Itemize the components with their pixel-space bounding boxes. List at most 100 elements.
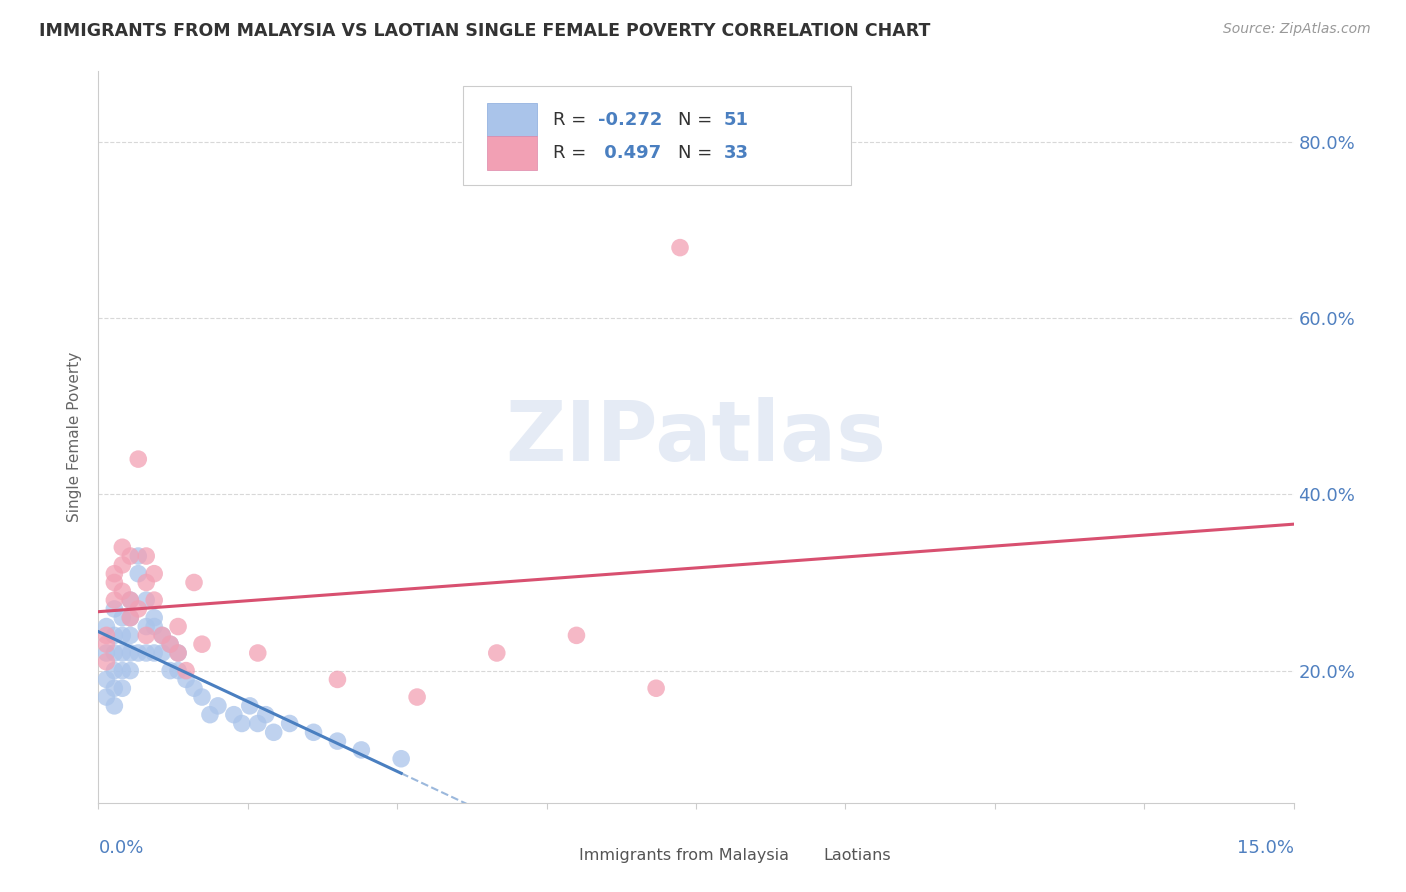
- Point: [350, 743, 373, 757]
- Text: 0.0%: 0.0%: [98, 839, 143, 857]
- Point: [96, 646, 118, 660]
- Point: [96, 619, 118, 633]
- FancyBboxPatch shape: [463, 86, 852, 185]
- Point: [111, 540, 134, 554]
- Text: 51: 51: [724, 111, 748, 128]
- Point: [207, 698, 229, 713]
- Point: [111, 558, 134, 572]
- Point: [167, 619, 190, 633]
- Point: [120, 664, 142, 678]
- Point: [135, 593, 157, 607]
- Point: [135, 628, 157, 642]
- Point: [191, 690, 214, 704]
- Point: [143, 646, 166, 660]
- Y-axis label: Single Female Poverty: Single Female Poverty: [67, 352, 83, 522]
- Point: [103, 566, 125, 581]
- Point: [96, 628, 118, 642]
- Point: [326, 673, 349, 687]
- Point: [111, 664, 134, 678]
- Point: [96, 637, 118, 651]
- Point: [191, 637, 214, 651]
- Point: [96, 673, 118, 687]
- Point: [127, 452, 149, 467]
- Text: Laotians: Laotians: [824, 848, 891, 863]
- Text: ZIPatlas: ZIPatlas: [506, 397, 886, 477]
- Point: [111, 628, 134, 642]
- Text: R =: R =: [553, 111, 592, 128]
- Point: [159, 637, 181, 651]
- Point: [669, 241, 692, 255]
- Point: [183, 575, 205, 590]
- Point: [326, 734, 349, 748]
- Point: [96, 655, 118, 669]
- Point: [135, 575, 157, 590]
- Point: [143, 611, 166, 625]
- Point: [103, 698, 125, 713]
- Point: [127, 646, 149, 660]
- Point: [120, 628, 142, 642]
- Point: [150, 628, 173, 642]
- Text: N =: N =: [678, 111, 718, 128]
- Text: 33: 33: [724, 145, 748, 162]
- Point: [485, 646, 508, 660]
- Point: [159, 664, 181, 678]
- Point: [389, 752, 412, 766]
- Point: [239, 698, 262, 713]
- Point: [103, 593, 125, 607]
- FancyBboxPatch shape: [772, 842, 818, 869]
- Point: [645, 681, 668, 696]
- Point: [103, 575, 125, 590]
- Point: [135, 549, 157, 563]
- FancyBboxPatch shape: [486, 103, 537, 136]
- Point: [111, 584, 134, 599]
- Point: [183, 681, 205, 696]
- Text: -0.272: -0.272: [598, 111, 662, 128]
- Point: [159, 637, 181, 651]
- Point: [120, 611, 142, 625]
- Point: [167, 646, 190, 660]
- Point: [246, 716, 269, 731]
- Point: [111, 646, 134, 660]
- Point: [120, 549, 142, 563]
- Point: [143, 593, 166, 607]
- Point: [406, 690, 429, 704]
- Text: 15.0%: 15.0%: [1236, 839, 1294, 857]
- Point: [127, 602, 149, 616]
- Point: [96, 690, 118, 704]
- Point: [135, 619, 157, 633]
- Point: [120, 646, 142, 660]
- Point: [120, 593, 142, 607]
- Text: R =: R =: [553, 145, 592, 162]
- Point: [278, 716, 301, 731]
- Point: [143, 619, 166, 633]
- FancyBboxPatch shape: [486, 136, 537, 170]
- Point: [111, 611, 134, 625]
- Point: [167, 646, 190, 660]
- Point: [127, 549, 149, 563]
- Point: [143, 566, 166, 581]
- Point: [174, 673, 197, 687]
- Point: [111, 681, 134, 696]
- Point: [103, 628, 125, 642]
- Point: [246, 646, 269, 660]
- Point: [103, 681, 125, 696]
- Point: [254, 707, 277, 722]
- Point: [302, 725, 325, 739]
- Point: [120, 593, 142, 607]
- Point: [167, 664, 190, 678]
- Point: [198, 707, 221, 722]
- Point: [120, 611, 142, 625]
- Point: [263, 725, 285, 739]
- Point: [127, 566, 149, 581]
- Point: [565, 628, 588, 642]
- Text: IMMIGRANTS FROM MALAYSIA VS LAOTIAN SINGLE FEMALE POVERTY CORRELATION CHART: IMMIGRANTS FROM MALAYSIA VS LAOTIAN SING…: [39, 22, 931, 40]
- Point: [222, 707, 245, 722]
- Point: [103, 602, 125, 616]
- Text: N =: N =: [678, 145, 718, 162]
- Point: [150, 628, 173, 642]
- Point: [231, 716, 253, 731]
- FancyBboxPatch shape: [526, 842, 572, 869]
- Point: [135, 646, 157, 660]
- Point: [103, 646, 125, 660]
- Text: Source: ZipAtlas.com: Source: ZipAtlas.com: [1223, 22, 1371, 37]
